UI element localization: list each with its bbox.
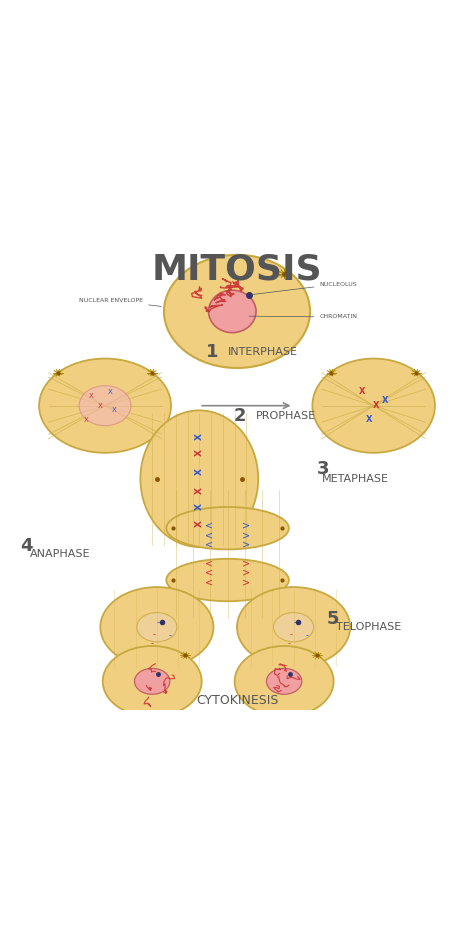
Text: >: > [242,558,250,569]
Text: <: < [205,558,213,569]
Text: X: X [373,401,379,410]
Text: 3: 3 [317,461,329,479]
Text: INTERPHASE: INTERPHASE [228,347,298,357]
Text: 2: 2 [234,407,246,425]
Text: -: - [156,618,160,627]
Text: -: - [306,630,309,640]
Ellipse shape [164,255,310,368]
Ellipse shape [137,612,177,642]
Ellipse shape [237,587,350,667]
Text: -: - [151,639,154,648]
Text: >: > [242,568,250,578]
Ellipse shape [135,668,170,694]
Text: >: > [242,520,250,531]
Ellipse shape [273,612,314,642]
Text: X: X [84,417,89,423]
Ellipse shape [312,358,435,453]
Text: >: > [242,577,250,588]
Text: CYTOKINESIS: CYTOKINESIS [196,694,278,707]
Text: <: < [205,530,213,540]
Text: X: X [195,433,204,440]
Text: -: - [290,630,293,639]
Text: ANAPHASE: ANAPHASE [30,549,90,559]
Text: X: X [108,389,112,394]
Ellipse shape [166,558,289,601]
Ellipse shape [79,386,131,426]
Text: X: X [366,415,372,425]
Text: X: X [359,387,365,396]
Ellipse shape [39,358,171,453]
Text: -: - [288,639,291,648]
Text: <: < [205,568,213,578]
Text: 1: 1 [206,343,218,361]
Ellipse shape [266,668,302,694]
Text: X: X [195,487,204,494]
Text: X: X [112,408,117,413]
Text: -: - [153,630,156,639]
Text: METAPHASE: METAPHASE [322,474,389,483]
Ellipse shape [209,290,256,333]
Text: X: X [98,403,103,409]
Text: CHROMATIN: CHROMATIN [249,315,357,319]
Text: X: X [195,503,204,510]
Ellipse shape [166,507,289,550]
Text: -: - [169,630,172,640]
Text: >: > [242,539,250,550]
Text: 4: 4 [20,537,33,555]
Text: X: X [89,393,93,399]
Text: X: X [195,449,204,456]
Text: TELOPHASE: TELOPHASE [336,622,401,632]
Text: NUCLEOLUS: NUCLEOLUS [252,282,357,295]
Text: MITOSIS: MITOSIS [152,252,322,286]
Ellipse shape [103,646,201,717]
Ellipse shape [140,410,258,547]
Text: X: X [195,520,204,527]
Ellipse shape [235,646,334,717]
Text: <: < [205,539,213,550]
Text: X: X [382,396,389,406]
Text: X: X [195,468,204,475]
Ellipse shape [100,587,213,667]
Text: -: - [293,618,296,627]
Text: <: < [205,520,213,531]
Text: <: < [205,577,213,588]
Text: PROPHASE: PROPHASE [256,411,316,421]
Text: 5: 5 [327,610,339,628]
Text: >: > [242,530,250,540]
Text: NUCLEAR ENVELOPE: NUCLEAR ENVELOPE [79,298,161,306]
